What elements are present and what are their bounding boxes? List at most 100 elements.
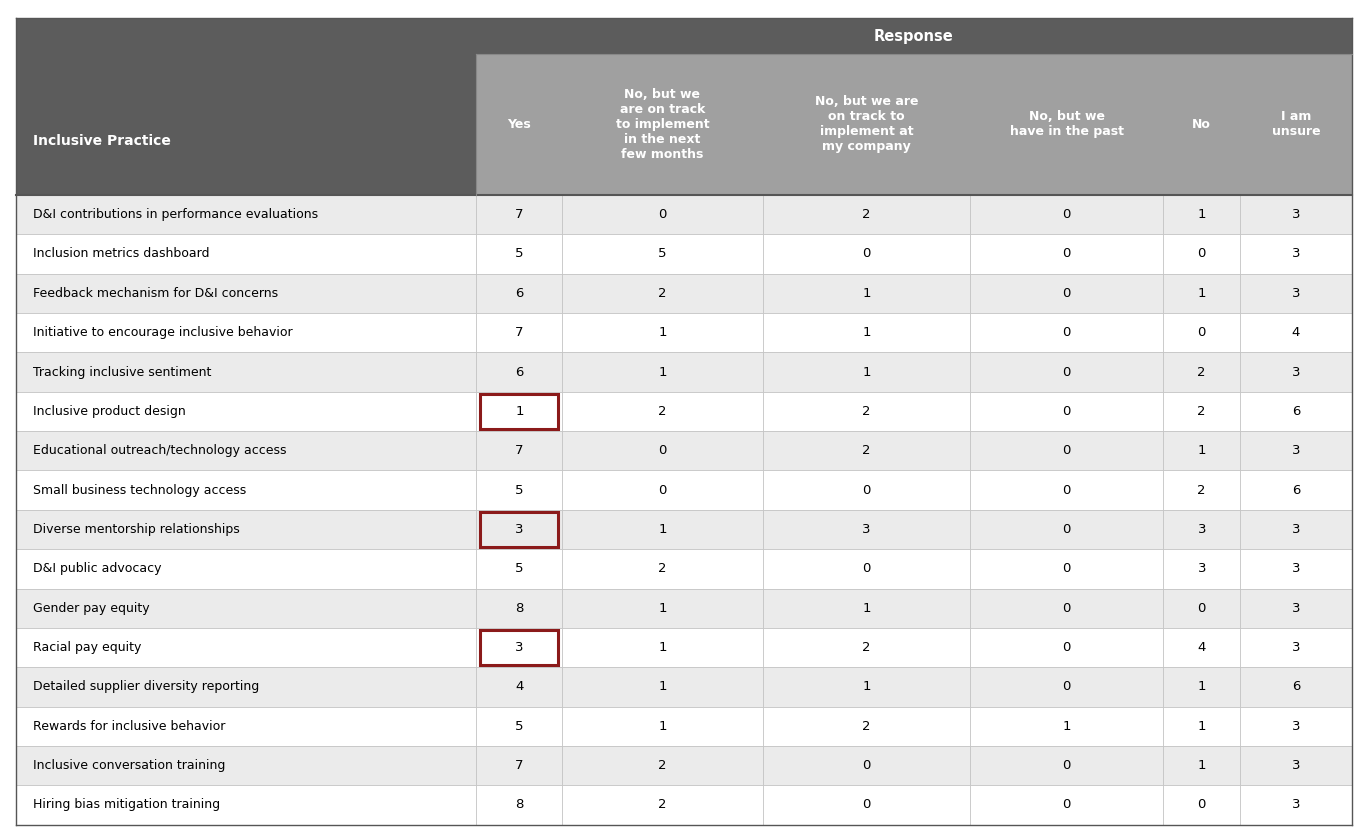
Text: 0: 0 xyxy=(1063,327,1071,339)
Text: 3: 3 xyxy=(1291,208,1300,221)
Bar xyxy=(562,706,762,746)
Bar xyxy=(16,431,476,471)
Text: Inclusive Practice: Inclusive Practice xyxy=(33,134,171,148)
Bar xyxy=(1163,628,1241,667)
Bar xyxy=(970,786,1163,825)
Text: 3: 3 xyxy=(1291,641,1300,654)
Text: 5: 5 xyxy=(516,484,524,496)
Text: 0: 0 xyxy=(1063,484,1071,496)
Bar xyxy=(562,786,762,825)
Text: 0: 0 xyxy=(1063,208,1071,221)
Text: 3: 3 xyxy=(862,523,870,536)
Text: 4: 4 xyxy=(1291,327,1300,339)
Bar xyxy=(1163,352,1241,392)
Bar xyxy=(562,667,762,706)
Text: 0: 0 xyxy=(1197,247,1207,261)
Text: D&I contributions in performance evaluations: D&I contributions in performance evaluat… xyxy=(33,208,317,221)
Bar xyxy=(1241,786,1352,825)
Bar xyxy=(476,588,562,628)
Bar xyxy=(970,549,1163,588)
Bar xyxy=(1241,195,1352,234)
Text: 1: 1 xyxy=(1197,208,1207,221)
Text: D&I public advocacy: D&I public advocacy xyxy=(33,562,161,576)
Bar xyxy=(16,234,476,273)
Text: 3: 3 xyxy=(1197,562,1207,576)
Text: No, but we
are on track
to implement
in the next
few months: No, but we are on track to implement in … xyxy=(616,87,709,161)
Text: 0: 0 xyxy=(1063,562,1071,576)
Bar xyxy=(762,471,970,510)
Text: 8: 8 xyxy=(516,799,524,811)
Bar xyxy=(762,273,970,313)
Bar xyxy=(476,628,562,667)
Bar xyxy=(1163,54,1241,195)
Text: 7: 7 xyxy=(516,444,524,457)
Text: 1: 1 xyxy=(862,327,870,339)
Text: 3: 3 xyxy=(1291,601,1300,615)
Bar xyxy=(970,431,1163,471)
Bar xyxy=(1163,746,1241,786)
Bar xyxy=(16,18,476,54)
Bar xyxy=(1241,667,1352,706)
Bar xyxy=(762,510,970,549)
Text: 2: 2 xyxy=(658,405,666,418)
Bar xyxy=(476,510,562,549)
Bar xyxy=(16,273,476,313)
Text: 0: 0 xyxy=(1063,523,1071,536)
Bar xyxy=(1241,431,1352,471)
Text: I am
unsure: I am unsure xyxy=(1272,110,1320,138)
Text: 1: 1 xyxy=(658,327,666,339)
Text: 0: 0 xyxy=(1197,327,1207,339)
Text: 1: 1 xyxy=(658,601,666,615)
Text: 5: 5 xyxy=(516,562,524,576)
Bar xyxy=(562,392,762,431)
Text: 0: 0 xyxy=(1197,799,1207,811)
Bar xyxy=(970,510,1163,549)
Bar xyxy=(1241,588,1352,628)
Bar xyxy=(762,786,970,825)
Bar xyxy=(762,431,970,471)
Text: 6: 6 xyxy=(516,287,524,300)
Bar xyxy=(762,234,970,273)
Bar xyxy=(762,549,970,588)
Bar xyxy=(476,18,1352,54)
Text: Gender pay equity: Gender pay equity xyxy=(33,601,149,615)
Bar xyxy=(16,706,476,746)
Text: 3: 3 xyxy=(1291,523,1300,536)
Bar xyxy=(476,786,562,825)
Bar xyxy=(970,471,1163,510)
Text: 3: 3 xyxy=(516,523,524,536)
Bar xyxy=(16,313,476,352)
Text: 1: 1 xyxy=(1197,759,1207,772)
Bar xyxy=(970,392,1163,431)
Bar xyxy=(562,628,762,667)
Bar xyxy=(970,195,1163,234)
Text: 2: 2 xyxy=(862,720,870,733)
Bar xyxy=(970,628,1163,667)
Text: 5: 5 xyxy=(658,247,666,261)
Text: 2: 2 xyxy=(862,444,870,457)
Bar xyxy=(762,706,970,746)
Bar xyxy=(476,392,562,431)
Bar xyxy=(476,234,562,273)
Text: Inclusive conversation training: Inclusive conversation training xyxy=(33,759,226,772)
Bar xyxy=(1163,786,1241,825)
Text: 1: 1 xyxy=(658,720,666,733)
Bar xyxy=(476,706,562,746)
Bar xyxy=(1241,273,1352,313)
Bar xyxy=(562,471,762,510)
Text: 0: 0 xyxy=(1063,247,1071,261)
Bar xyxy=(762,313,970,352)
Bar xyxy=(476,313,562,352)
Bar xyxy=(970,706,1163,746)
Text: 3: 3 xyxy=(1291,759,1300,772)
Bar xyxy=(16,588,476,628)
Bar xyxy=(1163,706,1241,746)
Bar xyxy=(1163,195,1241,234)
Text: 7: 7 xyxy=(516,759,524,772)
Text: 1: 1 xyxy=(862,681,870,693)
Bar xyxy=(970,54,1163,195)
Text: 3: 3 xyxy=(1197,523,1207,536)
Text: 3: 3 xyxy=(1291,247,1300,261)
Bar xyxy=(1241,510,1352,549)
Text: 3: 3 xyxy=(1291,287,1300,300)
